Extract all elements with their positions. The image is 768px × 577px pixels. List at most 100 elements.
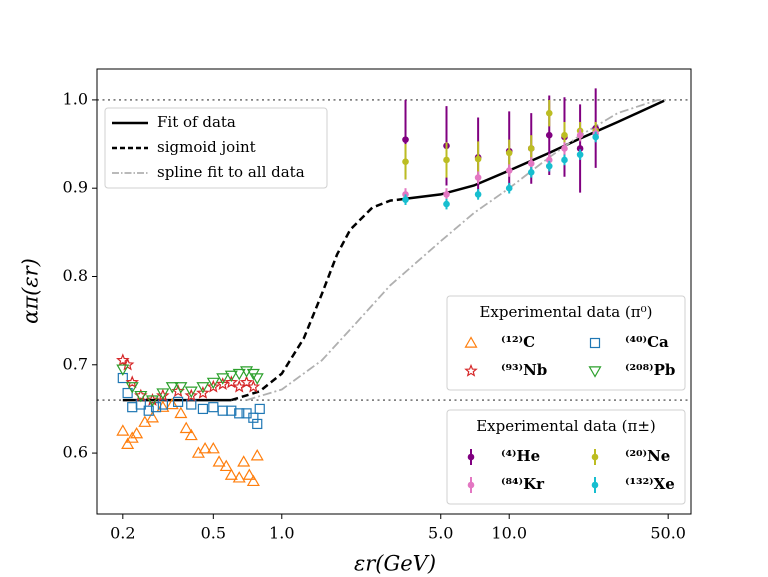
marker: [215, 377, 230, 390]
marker: [561, 131, 568, 139]
legend-label: ⁽⁸⁴⁾Kr: [501, 475, 545, 493]
legend-box: [446, 295, 686, 391]
plot-area: [97, 88, 691, 487]
x-tick-label: 1.0: [269, 524, 294, 543]
marker: [561, 145, 568, 152]
legend-label: ⁽¹²⁾C: [501, 333, 535, 351]
marker: [505, 149, 513, 157]
x-tick-label: 50.0: [650, 524, 686, 543]
marker: [150, 402, 162, 413]
marker: [576, 151, 584, 158]
marker: [443, 191, 450, 198]
legend-label: sigmoid joint: [157, 138, 256, 156]
marker: [157, 399, 168, 410]
marker: [464, 363, 478, 377]
marker: [467, 453, 475, 461]
marker: [226, 405, 237, 416]
marker: [224, 468, 238, 480]
marker: [254, 403, 265, 415]
marker: [116, 364, 130, 376]
legend-label: ⁽²⁰⁸⁾Pb: [625, 361, 675, 379]
marker: [125, 382, 139, 394]
marker: [591, 481, 599, 489]
marker: [179, 421, 193, 434]
marker: [156, 388, 170, 400]
marker: [197, 403, 209, 415]
marker: [250, 449, 264, 461]
marker: [198, 441, 212, 454]
marker: [196, 385, 210, 399]
marker: [242, 468, 256, 480]
x-axis-label: εr(GeV): [354, 552, 436, 576]
marker: [134, 390, 148, 403]
legend-label: ⁽¹³²⁾Xe: [625, 475, 675, 493]
marker: [184, 428, 198, 441]
marker: [588, 366, 602, 378]
marker: [224, 370, 238, 383]
marker: [232, 471, 246, 483]
marker: [527, 169, 535, 176]
marker: [237, 455, 251, 467]
legend-label: ⁽⁹³⁾Nb: [501, 361, 547, 379]
marker: [121, 437, 135, 449]
marker: [561, 156, 568, 164]
marker: [234, 408, 245, 419]
marker: [592, 133, 599, 141]
fit-line: [246, 99, 669, 401]
marker: [212, 455, 226, 467]
y-tick-label: 1.0: [63, 89, 88, 108]
marker: [165, 382, 179, 394]
marker: [130, 426, 144, 439]
marker: [505, 167, 513, 174]
legend-label: ⁽⁴⁾He: [501, 447, 540, 465]
marker: [145, 395, 159, 407]
x-tick-label: 5.0: [428, 524, 453, 543]
marker: [246, 379, 261, 393]
marker: [232, 368, 246, 381]
marker: [174, 382, 188, 394]
marker: [589, 337, 601, 349]
marker: [402, 158, 409, 166]
y-tick-label: 0.8: [63, 266, 88, 285]
marker: [467, 481, 475, 489]
legend-label: ⁽⁴⁰⁾Ca: [625, 333, 669, 351]
marker: [250, 373, 264, 385]
marker: [252, 418, 263, 430]
legend-box: [446, 409, 686, 505]
marker: [184, 388, 199, 402]
marker: [402, 136, 409, 143]
marker: [474, 174, 482, 181]
marker: [196, 382, 210, 394]
marker: [116, 424, 130, 436]
marker: [248, 412, 259, 423]
x-tick-label: 10.0: [491, 524, 527, 543]
legend-title: Experimental data (π±): [476, 417, 656, 435]
marker: [505, 184, 513, 192]
marker: [443, 200, 450, 208]
marker: [545, 156, 553, 164]
y-tick-label: 0.9: [63, 178, 88, 197]
marker: [125, 375, 140, 389]
legend-title: Experimental data (π⁰): [479, 303, 652, 321]
marker: [464, 336, 478, 348]
fit-line: [230, 197, 406, 402]
marker: [239, 375, 254, 389]
legend-label: ⁽²⁰⁾Ne: [625, 447, 670, 465]
marker: [206, 377, 220, 390]
marker: [545, 131, 553, 139]
x-tick-label: 0.2: [110, 524, 135, 543]
marker: [224, 375, 239, 389]
marker: [172, 396, 184, 407]
y-axis-label: απ(εr): [19, 258, 43, 324]
y-tick-label: 0.6: [63, 443, 88, 462]
marker: [206, 379, 221, 393]
marker: [143, 405, 154, 416]
axes-frame: [96, 68, 692, 515]
marker: [576, 145, 584, 152]
marker: [184, 386, 198, 398]
marker: [474, 155, 482, 163]
legend-box: [104, 107, 328, 189]
marker: [219, 459, 233, 472]
